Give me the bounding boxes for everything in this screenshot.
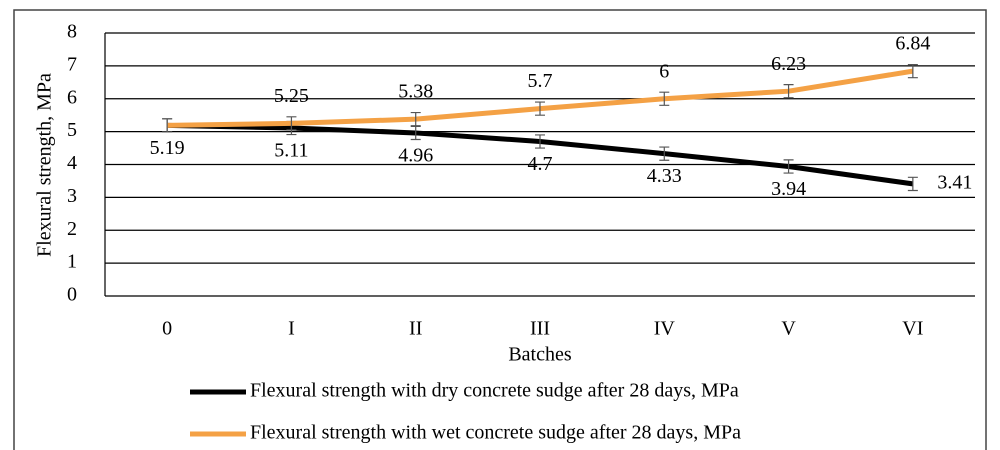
- data-label: 4.96: [398, 145, 433, 167]
- x-tick-label: VI: [902, 318, 923, 340]
- data-label: 3.41: [937, 171, 972, 193]
- y-tick-label: 7: [67, 53, 77, 75]
- error-bar: [535, 101, 545, 116]
- error-bar: [162, 118, 173, 133]
- x-tick-label: IV: [654, 318, 676, 340]
- legend-label: Flexural strength with dry concrete sudg…: [250, 380, 739, 402]
- data-label: 6.23: [771, 53, 806, 75]
- chart-border: [13, 9, 987, 450]
- data-label: 5.11: [274, 140, 308, 162]
- error-bar: [410, 125, 421, 141]
- data-label: 4.7: [528, 153, 553, 175]
- data-label: 6: [659, 60, 669, 82]
- y-axis-label: Flexural strength, MPa: [34, 73, 56, 257]
- y-tick-label: 2: [67, 218, 77, 240]
- error-bar: [410, 111, 421, 127]
- data-label: 5.7: [528, 70, 553, 92]
- y-tick-label: 1: [67, 251, 77, 273]
- x-tick-label: I: [288, 318, 295, 340]
- data-label: 5.38: [398, 81, 433, 103]
- legend-label: Flexural strength with wet concrete sudg…: [250, 422, 741, 444]
- error-bar: [907, 63, 918, 79]
- data-label: 5.19: [150, 137, 185, 159]
- y-tick-label: 5: [67, 119, 77, 141]
- x-tick-label: II: [409, 318, 422, 340]
- x-tick-label: 0: [162, 318, 172, 340]
- error-bar: [286, 116, 297, 131]
- y-tick-label: 6: [67, 86, 77, 108]
- data-label: 4.33: [647, 165, 682, 187]
- x-tick-label: III: [530, 318, 550, 340]
- error-bar: [659, 146, 670, 161]
- data-label: 3.94: [771, 178, 806, 200]
- error-bar: [783, 84, 794, 99]
- x-axis-label: Batches: [508, 344, 572, 366]
- error-bar: [783, 159, 794, 174]
- y-tick-label: 4: [67, 152, 77, 174]
- y-tick-label: 0: [67, 284, 77, 306]
- error-bar: [535, 134, 545, 149]
- error-bar: [907, 176, 918, 192]
- y-tick-label: 3: [67, 185, 77, 207]
- y-tick-label: 8: [67, 21, 77, 43]
- error-bar: [659, 91, 670, 106]
- data-label: 6.84: [895, 33, 930, 55]
- x-tick-label: V: [781, 318, 796, 340]
- data-label: 5.25: [274, 85, 309, 107]
